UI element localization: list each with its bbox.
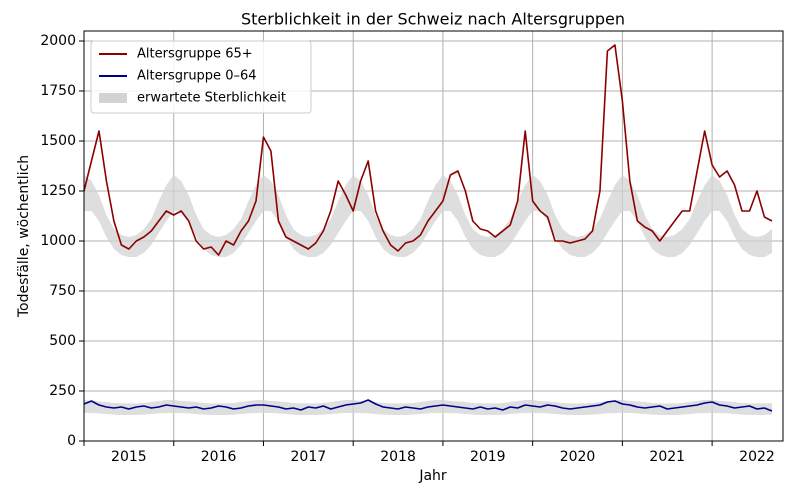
legend-label: Altersgruppe 0–64 <box>137 69 257 84</box>
chart-title: Sterblichkeit in der Schweiz nach Alters… <box>241 10 625 29</box>
legend-box <box>90 40 312 114</box>
y-tick-label: 1000 <box>40 233 76 249</box>
y-tick-label: 1250 <box>40 183 76 199</box>
legend: Altersgruppe 65+ Altersgruppe 0–64 erwarte… <box>90 40 312 114</box>
x-tick-label: 2016 <box>201 449 237 465</box>
y-tick-label: 2000 <box>40 33 76 49</box>
y-tick-label: 750 <box>49 283 76 299</box>
legend-label: erwartete Sterblichkeit <box>137 91 286 106</box>
y-tick-label: 1500 <box>40 133 76 149</box>
x-tick-label: 2020 <box>560 449 596 465</box>
y-axis-label: Todesfälle, wöchentlich <box>16 155 32 318</box>
plot-area <box>83 44 773 415</box>
x-tick-label: 2022 <box>739 449 775 465</box>
x-tick-label: 2017 <box>291 449 327 465</box>
x-tick-label: 2021 <box>649 449 685 465</box>
y-tick-label: 1750 <box>40 83 76 99</box>
legend-label: Altersgruppe 65+ <box>137 47 253 62</box>
x-tick-label: 2019 <box>470 449 506 465</box>
data-line <box>83 399 773 412</box>
x-tick-label: 2018 <box>380 449 416 465</box>
expected-band <box>84 175 772 257</box>
y-tick-label: 250 <box>49 383 76 399</box>
y-tick-label: 500 <box>49 333 76 349</box>
x-tick-label: 2015 <box>111 449 147 465</box>
data-line <box>83 44 773 256</box>
plot-frame <box>83 30 784 442</box>
x-axis-label: Jahr <box>418 468 447 484</box>
legend-swatch <box>99 93 127 103</box>
y-tick-label: 0 <box>67 433 76 449</box>
